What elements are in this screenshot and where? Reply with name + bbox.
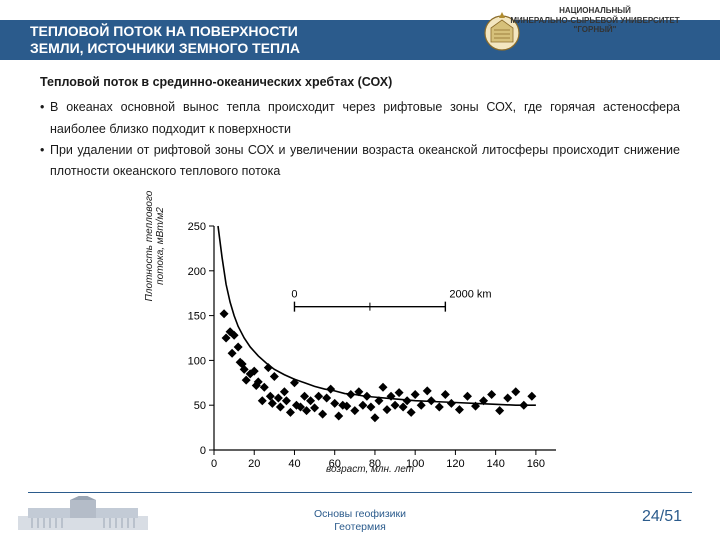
svg-text:80: 80 <box>369 458 381 470</box>
svg-text:40: 40 <box>288 458 300 470</box>
svg-text:100: 100 <box>188 355 206 367</box>
slide-title: ТЕПЛОВОЙ ПОТОК НА ПОВЕРХНОСТИ ЗЕМЛИ, ИСТ… <box>0 23 300 58</box>
title-line1: ТЕПЛОВОЙ ПОТОК НА ПОВЕРХНОСТИ <box>30 23 298 39</box>
subtitle: Тепловой поток в срединно-океанических х… <box>40 72 680 93</box>
svg-text:20: 20 <box>248 458 260 470</box>
y-axis-label: Плотность теплового потока, мВт/м2 <box>144 176 166 316</box>
bullet-1: В океанах основной вынос тепла происходи… <box>40 97 680 140</box>
chart-svg: 0 50 100 150 200 250 0 20 40 60 80 100 120 140 160 0 200… <box>170 216 570 476</box>
title-line2: ЗЕМЛИ, ИСТОЧНИКИ ЗЕМНОГО ТЕПЛА <box>30 40 300 56</box>
svg-text:140: 140 <box>486 458 504 470</box>
university-name: НАЦИОНАЛЬНЫЙ МИНЕРАЛЬНО-СЫРЬЕВОЙ УНИВЕРС… <box>480 6 710 35</box>
svg-text:50: 50 <box>194 400 206 412</box>
svg-text:200: 200 <box>188 266 206 278</box>
body-text: Тепловой поток в срединно-океанических х… <box>40 72 680 182</box>
uni-line1: НАЦИОНАЛЬНЫЙ <box>480 6 710 16</box>
svg-text:0: 0 <box>211 458 217 470</box>
svg-text:250: 250 <box>188 221 206 233</box>
uni-line3: "ГОРНЫЙ" <box>480 25 710 35</box>
bullet-2: При удалении от рифтовой зоны СОХ и увел… <box>40 140 680 183</box>
chart: 0 50 100 150 200 250 0 20 40 60 80 100 120 140 160 0 200… <box>170 216 570 476</box>
footer-text: Основы геофизики Геотермия <box>0 508 720 534</box>
svg-text:60: 60 <box>329 458 341 470</box>
svg-text:160: 160 <box>527 458 545 470</box>
svg-text:2000 km: 2000 km <box>449 289 491 301</box>
svg-text:0: 0 <box>291 289 297 301</box>
svg-text:0: 0 <box>200 445 206 457</box>
uni-line2: МИНЕРАЛЬНО-СЫРЬЕВОЙ УНИВЕРСИТЕТ <box>480 16 710 26</box>
svg-text:100: 100 <box>406 458 424 470</box>
svg-text:150: 150 <box>188 311 206 323</box>
svg-text:120: 120 <box>446 458 464 470</box>
footer-line1: Основы геофизики <box>314 508 406 520</box>
footer-line2: Геотермия <box>334 521 386 533</box>
page-number: 24/51 <box>642 508 682 526</box>
